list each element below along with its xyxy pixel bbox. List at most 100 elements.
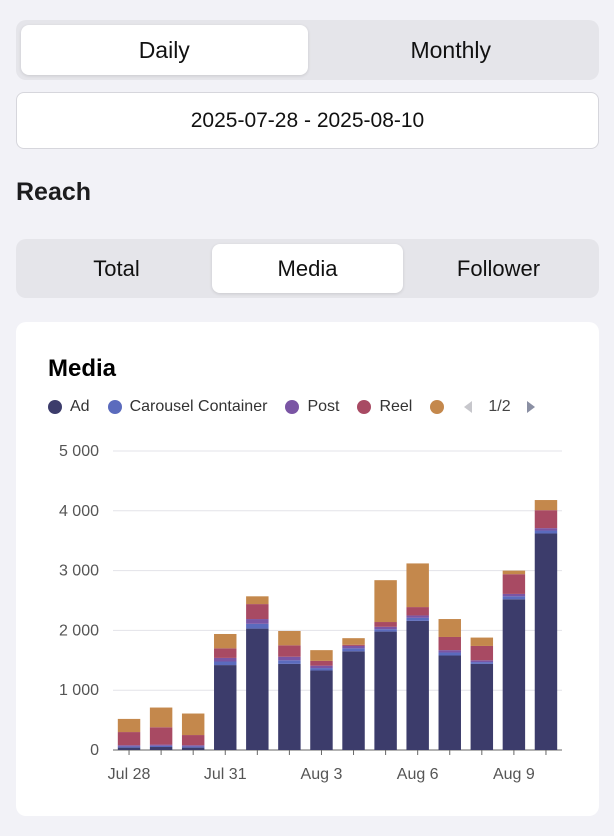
bar-segment[interactable] <box>278 660 301 664</box>
bar-segment[interactable] <box>214 648 237 658</box>
legend-item-reel[interactable]: Reel <box>357 398 412 416</box>
bar-segment[interactable] <box>374 629 397 632</box>
bar-segment[interactable] <box>246 623 269 629</box>
reach-option-media[interactable]: Media <box>212 244 403 293</box>
bar-segment[interactable] <box>181 746 205 748</box>
legend-label-carousel: Carousel Container <box>129 398 268 415</box>
bar-segment[interactable] <box>117 732 141 746</box>
bar-segment[interactable] <box>310 665 333 669</box>
legend-pager: 1/2 <box>464 398 535 416</box>
bar-segment[interactable] <box>149 745 173 748</box>
bar-segment[interactable] <box>149 744 173 746</box>
bar-segment[interactable] <box>406 563 429 608</box>
period-option-daily[interactable]: Daily <box>21 25 308 75</box>
bar-segment[interactable] <box>278 630 301 646</box>
section-title: Reach <box>16 178 92 206</box>
bar-segment[interactable] <box>502 599 526 750</box>
bar-segment[interactable] <box>534 528 558 531</box>
bar-segment[interactable] <box>502 574 526 594</box>
legend-dot-carousel <box>107 400 122 414</box>
bar-segment[interactable] <box>502 593 526 597</box>
bar-segment[interactable] <box>438 636 461 651</box>
legend-page-label: 1/2 <box>488 398 511 415</box>
bar-segment[interactable] <box>149 747 173 750</box>
legend-label-reel: Reel <box>379 398 413 415</box>
bar-segment[interactable] <box>181 713 205 736</box>
bar-segment[interactable] <box>342 648 365 652</box>
bar-segment[interactable] <box>278 663 301 750</box>
bar-segment[interactable] <box>502 570 526 575</box>
bar-segment[interactable] <box>181 735 205 746</box>
bar-segment[interactable] <box>342 644 365 646</box>
period-option-monthly[interactable]: Monthly <box>410 36 492 63</box>
legend-dot-post <box>285 400 300 414</box>
bar-segment[interactable] <box>406 615 429 618</box>
bar-segment[interactable] <box>470 663 494 750</box>
bar-segment[interactable] <box>534 510 558 529</box>
bar-segment[interactable] <box>470 662 494 664</box>
bar-segment[interactable] <box>342 645 365 649</box>
legend-next-icon[interactable] <box>526 401 535 413</box>
bar-segment[interactable] <box>214 665 237 750</box>
legend-item-post[interactable]: Post <box>285 398 339 416</box>
bar-segment[interactable] <box>470 637 494 646</box>
x-tick-label: Jul 28 <box>108 766 151 783</box>
reach-option-total[interactable]: Total <box>93 255 140 281</box>
bar-segment[interactable] <box>117 746 141 748</box>
y-tick-label: 0 <box>90 742 99 759</box>
x-tick-label: Aug 3 <box>301 766 343 783</box>
date-range-picker[interactable]: 2025-07-28 - 2025-08-10 <box>16 92 599 149</box>
bar-segment[interactable] <box>117 718 141 733</box>
bar-segment[interactable] <box>406 607 429 616</box>
bar-segment[interactable] <box>534 533 558 750</box>
bar-segment[interactable] <box>406 617 429 621</box>
bar-segment[interactable] <box>534 500 558 511</box>
x-tick-label: Aug 9 <box>493 766 535 783</box>
bar-segment[interactable] <box>149 707 173 728</box>
bar-segment[interactable] <box>310 660 333 666</box>
bar-segment[interactable] <box>342 651 365 750</box>
bar-segment[interactable] <box>470 645 494 661</box>
legend-prev-icon[interactable] <box>464 401 473 413</box>
legend-dot-ad <box>48 400 62 414</box>
bar-segment[interactable] <box>374 626 397 630</box>
bar-segment[interactable] <box>310 668 333 671</box>
bar-segment[interactable] <box>374 631 397 750</box>
bar-segment[interactable] <box>438 619 461 637</box>
legend-item-ad[interactable]: Ad <box>48 398 90 416</box>
bar-segment[interactable] <box>214 633 237 649</box>
bar-segment[interactable] <box>214 657 237 662</box>
bar-segment[interactable] <box>246 596 269 605</box>
legend-item-story[interactable] <box>430 400 445 414</box>
bar-segment[interactable] <box>117 747 141 750</box>
bar-segment[interactable] <box>181 745 205 747</box>
legend-label-post: Post <box>307 398 340 415</box>
chart-title: Media <box>48 355 117 382</box>
stacked-bar-chart: 0 1 000 2 000 3 000 4 000 5 000 Jul 28 Jul 31 Au… <box>59 443 562 783</box>
bar-segment[interactable] <box>149 727 173 745</box>
bar-segment[interactable] <box>438 652 461 656</box>
bar-segment[interactable] <box>181 747 205 750</box>
bar-segment[interactable] <box>278 645 301 657</box>
legend-item-carousel[interactable]: Carousel Container <box>107 398 268 416</box>
bar-segment[interactable] <box>310 670 333 750</box>
bar-segment[interactable] <box>246 619 269 624</box>
bar-segment[interactable] <box>278 656 301 661</box>
bar-segment[interactable] <box>374 580 397 623</box>
bar-segment[interactable] <box>246 628 269 750</box>
bar-segment[interactable] <box>438 655 461 750</box>
bar-segment[interactable] <box>438 650 461 653</box>
bar-segment[interactable] <box>470 660 494 663</box>
reach-option-follower[interactable]: Follower <box>456 255 541 281</box>
bar-segment[interactable] <box>374 622 397 627</box>
bar-segment[interactable] <box>117 745 141 747</box>
x-tick-label: Jul 31 <box>204 766 247 783</box>
bar-segment[interactable] <box>246 604 269 620</box>
y-tick-label: 5 000 <box>59 443 99 460</box>
bar-segment[interactable] <box>342 638 365 645</box>
bar-segment[interactable] <box>310 650 333 661</box>
bar-segment[interactable] <box>214 661 237 666</box>
bar-segment[interactable] <box>502 596 526 600</box>
bar-segment[interactable] <box>534 530 558 534</box>
bar-segment[interactable] <box>406 620 429 750</box>
